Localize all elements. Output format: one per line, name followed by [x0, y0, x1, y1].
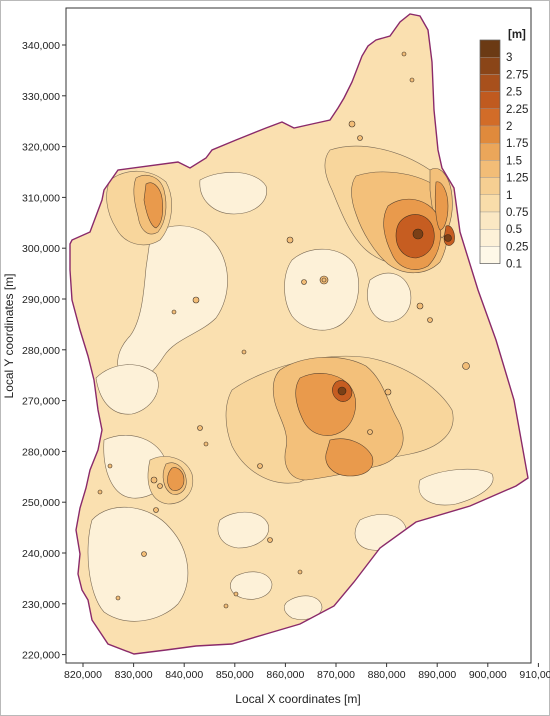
x-tick-label: 880,000 — [368, 669, 406, 681]
legend-level-label: 1 — [506, 190, 512, 202]
x-tick-label: 840,000 — [165, 669, 203, 681]
legend-bar-frame — [479, 39, 501, 264]
x-tick-label: 820,000 — [64, 669, 102, 681]
legend-level-label: 0.75 — [506, 207, 528, 219]
legend-swatch — [479, 57, 501, 75]
legend-swatch — [479, 74, 501, 92]
y-tick-label: 240,000 — [22, 548, 60, 560]
legend-swatch — [479, 211, 501, 230]
legend-level-label: 1.5 — [506, 155, 522, 167]
legend-level-label: 0.5 — [506, 224, 522, 236]
legend-level-label: 3 — [506, 52, 512, 64]
x-tick-label: 900,000 — [469, 669, 507, 681]
legend-level-label: 1.75 — [506, 138, 528, 150]
y-tick-label: 270,000 — [22, 396, 60, 408]
x-tick-label: 860,000 — [266, 669, 304, 681]
x-tick-label: 890,000 — [418, 669, 456, 681]
y-tick-label: 310,000 — [22, 192, 60, 204]
legend-level-label: 2.5 — [506, 87, 522, 99]
legend-swatch — [479, 142, 501, 161]
legend-level-label: 0.25 — [506, 241, 528, 253]
legend-swatch — [479, 246, 501, 264]
y-axis-title: Local Y coordinates [m] — [2, 274, 16, 399]
legend-level-label: 1.25 — [506, 173, 528, 185]
legend-swatch — [479, 160, 501, 178]
x-axis: 820,000 830,000 840,000 850,000 860,000 870,0… — [64, 663, 550, 681]
y-tick-label: 300,000 — [22, 243, 60, 255]
plot-frame — [65, 7, 532, 664]
y-tick-label: 290,000 — [22, 294, 60, 306]
legend: [m] 3 2.75 2.5 2.25 2 1.75 1.5 1.25 1 0.75 0.5 0.25 0… — [479, 29, 528, 271]
y-tick-label: 320,000 — [22, 142, 60, 154]
legend-level-label: 2.75 — [506, 69, 528, 81]
legend-level-label: 2 — [506, 121, 512, 133]
legend-swatch — [479, 228, 501, 247]
legend-swatch — [479, 39, 501, 58]
y-tick-label: 250,000 — [22, 497, 60, 509]
low-value-regions — [87, 171, 494, 622]
max-peak-regions — [337, 228, 452, 396]
y-tick-label: 280,000 — [22, 345, 60, 357]
x-axis-title: Local X coordinates [m] — [235, 692, 360, 706]
y-tick-label: 340,000 — [22, 40, 60, 52]
y-tick-label: 330,000 — [22, 91, 60, 103]
legend-swatch — [479, 91, 501, 109]
contour-dots — [97, 51, 470, 609]
legend-level-label: 0.1 — [506, 259, 522, 271]
legend-unit: [m] — [508, 29, 526, 41]
legend-swatch — [479, 125, 501, 144]
x-tick-label: 870,000 — [317, 669, 355, 681]
y-tick-label: 280,000 — [22, 446, 60, 458]
study-area-boundary — [69, 13, 529, 655]
x-tick-label: 850,000 — [216, 669, 254, 681]
y-tick-label: 230,000 — [22, 599, 60, 611]
legend-swatch — [479, 108, 501, 127]
y-axis: 340,000 330,000 320,000 310,000 300,000 290,0… — [22, 40, 66, 662]
x-tick-label: 910,000 — [519, 669, 550, 681]
y-tick-label: 220,000 — [22, 650, 60, 662]
legend-level-label: 2.25 — [506, 104, 528, 116]
x-tick-label: 830,000 — [115, 669, 153, 681]
legend-swatch — [479, 194, 501, 213]
legend-swatch — [479, 177, 501, 196]
